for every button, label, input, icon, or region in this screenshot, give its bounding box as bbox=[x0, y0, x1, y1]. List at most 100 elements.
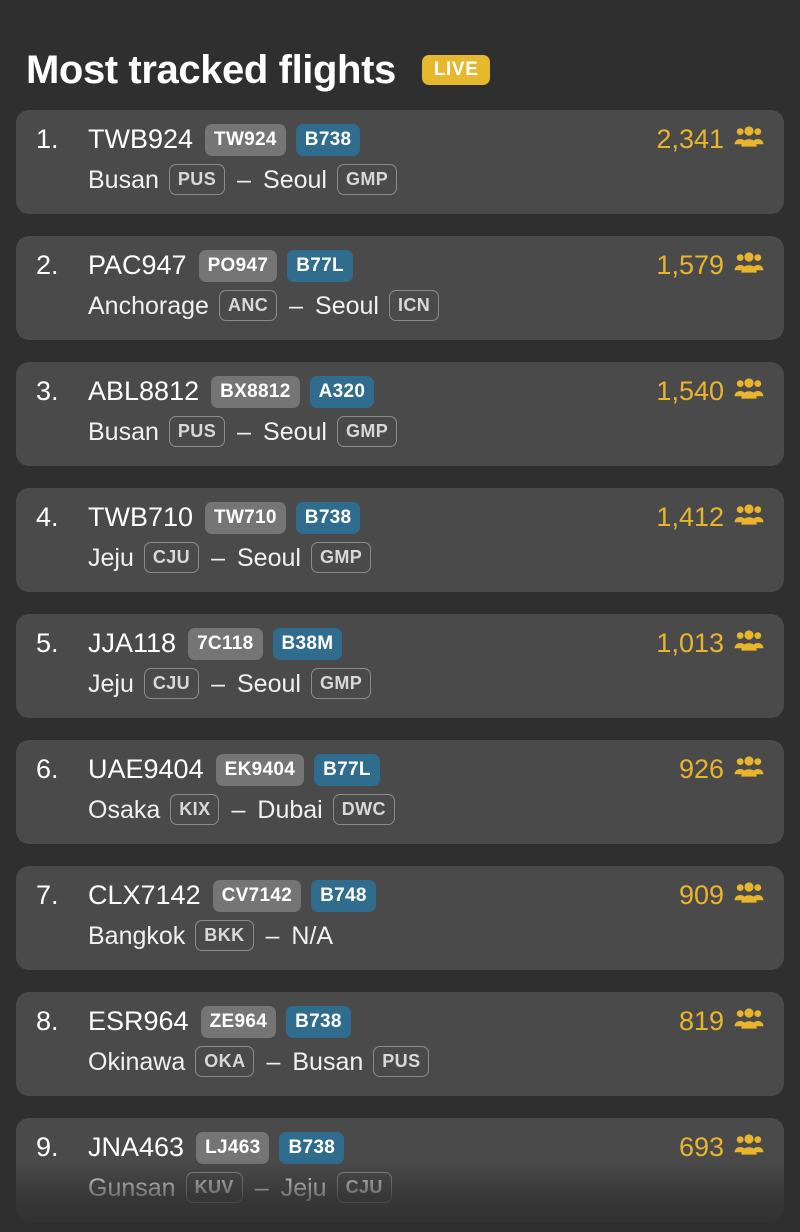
viewer-count: 693 bbox=[679, 1132, 764, 1163]
destination-airport-code[interactable]: ICN bbox=[389, 290, 440, 321]
aircraft-type-badge[interactable]: B748 bbox=[311, 880, 376, 912]
flight-card-top-row: 4. TWB710 TW710 B738 1,412 bbox=[36, 502, 764, 534]
viewer-count-value: 2,341 bbox=[656, 124, 724, 155]
aircraft-type-badge[interactable]: B38M bbox=[272, 628, 343, 660]
aircraft-type-badge[interactable]: B77L bbox=[314, 754, 380, 786]
flight-number-badge[interactable]: EK9404 bbox=[215, 754, 305, 786]
origin-airport-code[interactable]: PUS bbox=[168, 416, 226, 447]
origin-city: Anchorage bbox=[88, 291, 209, 320]
route-separator: – bbox=[211, 543, 225, 572]
viewer-count: 819 bbox=[679, 1006, 764, 1037]
flight-number-badge[interactable]: TW710 bbox=[205, 502, 286, 534]
destination-airport-code[interactable]: GMP bbox=[336, 416, 398, 447]
users-group-icon bbox=[734, 630, 764, 657]
flight-callsign: PAC947 bbox=[88, 250, 187, 281]
origin-city: Okinawa bbox=[88, 1047, 186, 1076]
origin: Bangkok BKK bbox=[88, 920, 254, 951]
flight-card-top-row: 1. TWB924 TW924 B738 2,341 bbox=[36, 124, 764, 156]
flight-card[interactable]: 7. CLX7142 CV7142 B748 909 bbox=[16, 866, 784, 970]
destination-airport-code[interactable]: GMP bbox=[310, 668, 372, 699]
flight-card[interactable]: 8. ESR964 ZE964 B738 819 bbox=[16, 992, 784, 1096]
flight-route: Anchorage ANC – Seoul ICN bbox=[36, 290, 764, 321]
flight-card[interactable]: 2. PAC947 PO947 B77L 1,579 bbox=[16, 236, 784, 340]
route-separator: – bbox=[254, 1173, 269, 1202]
flight-rank: 1. bbox=[36, 124, 59, 155]
viewer-count-value: 1,579 bbox=[656, 250, 724, 281]
flight-rank: 7. bbox=[36, 880, 59, 911]
route-separator: – bbox=[265, 921, 280, 950]
flight-card[interactable]: 3. ABL8812 BX8812 A320 1,540 bbox=[16, 362, 784, 466]
flight-callsign: TWB710 bbox=[88, 502, 194, 533]
origin-airport-code[interactable]: BKK bbox=[195, 920, 254, 951]
route-separator: – bbox=[266, 1047, 281, 1076]
route-separator: – bbox=[211, 669, 225, 698]
viewer-count: 1,412 bbox=[656, 502, 764, 533]
flight-number-badge[interactable]: CV7142 bbox=[212, 880, 302, 912]
flight-number-badge[interactable]: PO947 bbox=[198, 250, 278, 282]
destination-airport-code[interactable]: DWC bbox=[332, 794, 395, 825]
flight-card[interactable]: 6. UAE9404 EK9404 B77L 926 bbox=[16, 740, 784, 844]
flight-callsign: ESR964 bbox=[88, 1006, 189, 1037]
flight-number-badge[interactable]: TW924 bbox=[205, 124, 286, 156]
flight-callsign: UAE9404 bbox=[88, 754, 204, 785]
aircraft-type-badge[interactable]: B738 bbox=[295, 124, 361, 156]
destination: Seoul GMP bbox=[237, 542, 372, 573]
origin: Jeju CJU bbox=[88, 668, 200, 699]
flight-rank: 6. bbox=[36, 754, 59, 785]
flight-card-top-row: 8. ESR964 ZE964 B738 819 bbox=[36, 1006, 764, 1038]
aircraft-type-badge[interactable]: B738 bbox=[295, 502, 361, 534]
flight-card[interactable]: 4. TWB710 TW710 B738 1,412 bbox=[16, 488, 784, 592]
flight-card[interactable]: 9. JNA463 LJ463 B738 693 bbox=[16, 1118, 784, 1222]
destination-airport-code[interactable]: GMP bbox=[310, 542, 372, 573]
origin-airport-code[interactable]: CJU bbox=[143, 668, 200, 699]
destination-city: Dubai bbox=[257, 795, 323, 824]
flight-rank: 4. bbox=[36, 502, 59, 533]
viewer-count: 1,579 bbox=[656, 250, 764, 281]
users-group-icon bbox=[734, 378, 764, 405]
origin-airport-code[interactable]: CJU bbox=[143, 542, 200, 573]
users-group-icon bbox=[734, 504, 764, 531]
flight-route: Okinawa OKA – Busan PUS bbox=[36, 1046, 764, 1077]
destination: Jeju CJU bbox=[281, 1172, 392, 1203]
destination-city: Seoul bbox=[315, 291, 379, 320]
viewer-count-value: 1,013 bbox=[656, 628, 724, 659]
origin: Busan PUS bbox=[88, 416, 226, 447]
destination: Dubai DWC bbox=[257, 794, 395, 825]
flight-route: Jeju CJU – Seoul GMP bbox=[36, 542, 764, 573]
users-group-icon bbox=[734, 1134, 764, 1161]
destination-airport-code[interactable]: PUS bbox=[373, 1046, 430, 1077]
flight-route: Bangkok BKK – N/A bbox=[36, 920, 764, 951]
flight-card[interactable]: 1. TWB924 TW924 B738 2,341 bbox=[16, 110, 784, 214]
flight-card[interactable]: 5. JJA118 7C118 B38M 1,013 bbox=[16, 614, 784, 718]
aircraft-type-badge[interactable]: B77L bbox=[287, 250, 353, 282]
aircraft-type-badge[interactable]: B738 bbox=[286, 1006, 351, 1038]
destination: Busan PUS bbox=[292, 1046, 430, 1077]
aircraft-type-badge[interactable]: A320 bbox=[309, 376, 375, 408]
viewer-count-value: 909 bbox=[678, 880, 724, 911]
flight-route: Busan PUS – Seoul GMP bbox=[36, 416, 764, 447]
origin-airport-code[interactable]: PUS bbox=[168, 164, 226, 195]
destination: N/A bbox=[291, 921, 333, 951]
origin-airport-code[interactable]: KUV bbox=[185, 1172, 243, 1203]
flight-callsign: ABL8812 bbox=[88, 376, 200, 407]
viewer-count: 926 bbox=[679, 754, 764, 785]
origin-airport-code[interactable]: OKA bbox=[195, 1046, 255, 1077]
destination: Seoul GMP bbox=[237, 668, 372, 699]
flight-list[interactable]: 1. TWB924 TW924 B738 2,341 bbox=[0, 110, 800, 1222]
flight-number-badge[interactable]: ZE964 bbox=[200, 1006, 277, 1038]
origin-airport-code[interactable]: KIX bbox=[170, 794, 220, 825]
destination-airport-code[interactable]: CJU bbox=[336, 1172, 392, 1203]
aircraft-type-badge[interactable]: B738 bbox=[279, 1132, 345, 1164]
origin-airport-code[interactable]: ANC bbox=[218, 290, 278, 321]
destination-airport-code[interactable]: GMP bbox=[336, 164, 398, 195]
flight-number-badge[interactable]: BX8812 bbox=[211, 376, 300, 408]
users-group-icon bbox=[734, 126, 764, 153]
origin-city: Bangkok bbox=[88, 921, 186, 950]
flight-number-badge[interactable]: LJ463 bbox=[196, 1132, 270, 1164]
flight-number-badge[interactable]: 7C118 bbox=[188, 628, 263, 660]
route-separator: – bbox=[231, 795, 246, 824]
viewer-count: 909 bbox=[679, 880, 764, 911]
origin: Busan PUS bbox=[88, 164, 226, 195]
flight-route: Jeju CJU – Seoul GMP bbox=[36, 668, 764, 699]
